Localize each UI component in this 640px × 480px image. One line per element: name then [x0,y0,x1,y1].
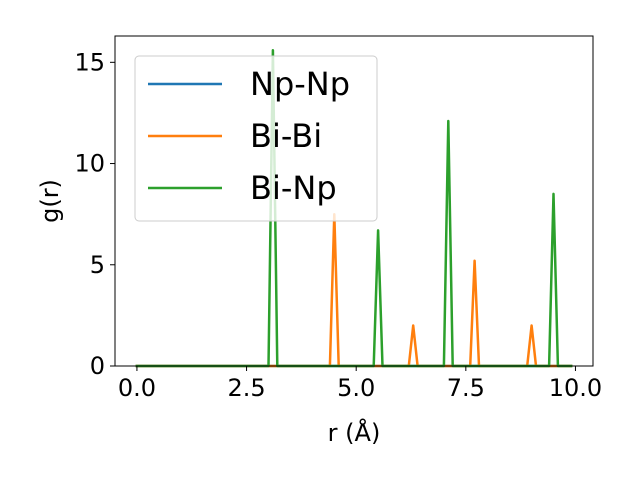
x-tick-label: 7.5 [447,374,485,402]
x-tick-label: 2.5 [227,374,265,402]
y-tick-label: 15 [74,48,105,76]
y-tick-label: 10 [74,150,105,178]
y-axis-ticks: 0 5 10 15 [74,48,115,380]
x-axis-ticks: 0.0 2.5 5.0 7.5 10.0 [118,366,602,402]
y-tick-label: 5 [90,251,105,279]
legend-label-np-np: Np-Np [250,65,350,103]
y-tick-label: 0 [90,352,105,380]
legend: Np-Np Bi-Bi Bi-Np [134,55,378,222]
legend-items: Np-Np Bi-Bi Bi-Np [148,65,350,207]
legend-label-bi-np: Bi-Np [250,169,337,207]
x-tick-label: 0.0 [118,374,156,402]
x-tick-label: 10.0 [549,374,602,402]
y-axis-label: g(r) [36,179,64,223]
legend-label-bi-bi: Bi-Bi [250,117,322,155]
axes-frame [114,35,594,367]
x-axis-label: r (Å) [328,418,381,447]
x-tick-label: 5.0 [337,374,375,402]
legend-box [134,55,378,222]
